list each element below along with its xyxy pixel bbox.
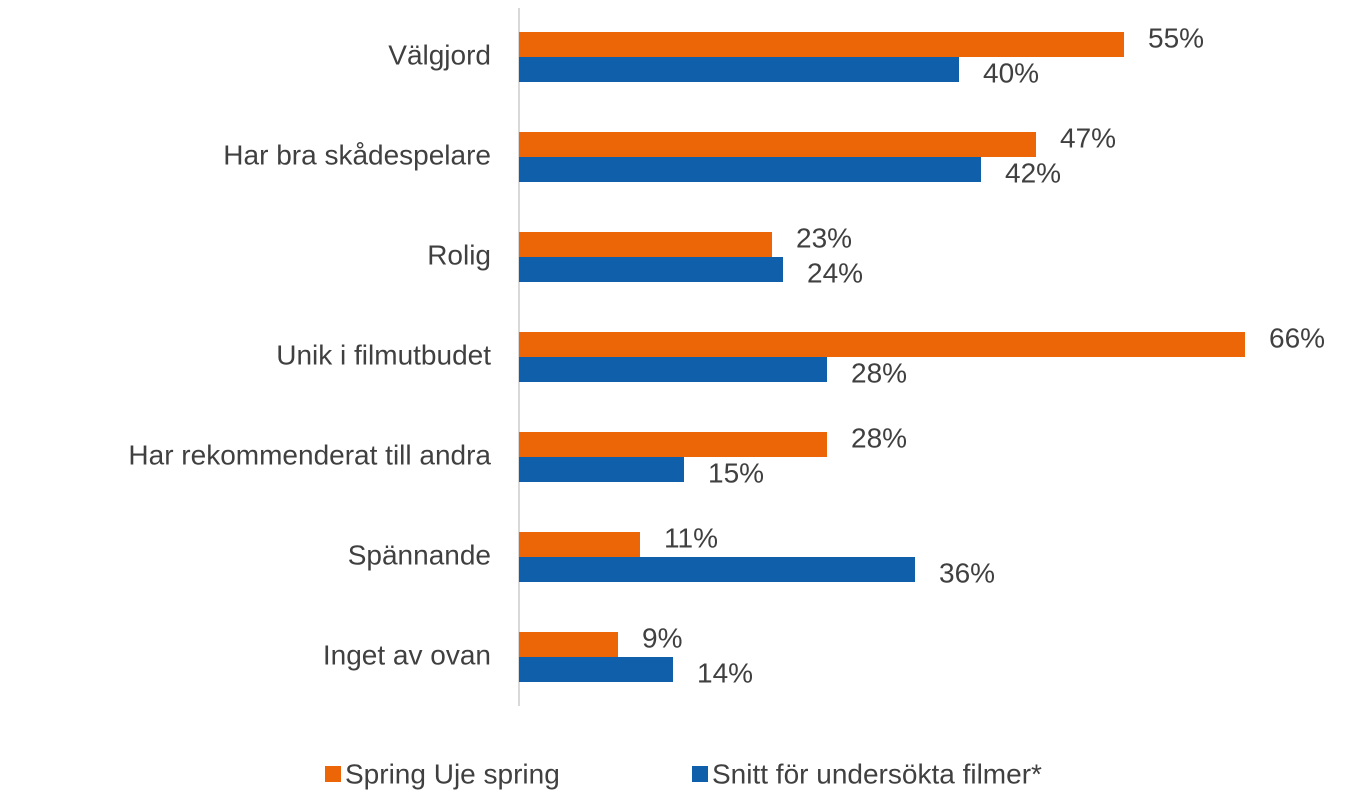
value-label: 36% [939, 557, 995, 588]
bar [519, 632, 618, 657]
value-label: 23% [796, 222, 852, 253]
value-label: 66% [1269, 322, 1325, 353]
value-label: 28% [851, 422, 907, 453]
legend-label: Snitt för undersökta filmer* [712, 758, 1042, 789]
bar [519, 557, 915, 582]
value-label: 55% [1148, 22, 1204, 53]
bar [519, 332, 1245, 357]
bar [519, 532, 640, 557]
value-label: 42% [1005, 157, 1061, 188]
bar [519, 57, 959, 82]
category-label: Unik i filmutbudet [276, 339, 491, 370]
category-label: Har rekommenderat till andra [128, 439, 491, 470]
value-label: 40% [983, 57, 1039, 88]
bar [519, 132, 1036, 157]
bar [519, 357, 827, 382]
bar [519, 457, 684, 482]
value-label: 9% [642, 622, 682, 653]
legend-swatch [325, 766, 341, 782]
bar [519, 157, 981, 182]
value-label: 15% [708, 457, 764, 488]
bar [519, 232, 772, 257]
legend-label: Spring Uje spring [345, 758, 560, 789]
bar [519, 657, 673, 682]
value-label: 11% [664, 522, 718, 553]
legend-swatch [692, 766, 708, 782]
category-label: Välgjord [388, 39, 491, 70]
bar [519, 32, 1124, 57]
category-label: Rolig [427, 239, 491, 270]
value-label: 14% [697, 657, 753, 688]
value-label: 47% [1060, 122, 1116, 153]
category-label: Spännande [348, 539, 491, 570]
category-label: Inget av ovan [323, 639, 491, 670]
bar [519, 432, 827, 457]
value-label: 28% [851, 357, 907, 388]
bar [519, 257, 783, 282]
category-label: Har bra skådespelare [223, 139, 491, 170]
value-label: 24% [807, 257, 863, 288]
